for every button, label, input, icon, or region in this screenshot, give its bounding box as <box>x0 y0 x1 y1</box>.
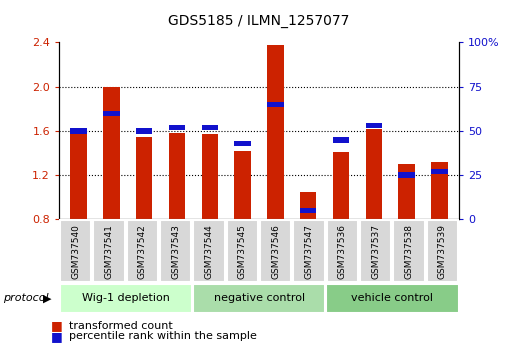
Bar <box>70 128 87 134</box>
Text: GSM737538: GSM737538 <box>405 224 413 279</box>
Bar <box>366 123 382 129</box>
Bar <box>300 192 317 219</box>
Text: GSM737540: GSM737540 <box>71 224 80 279</box>
Text: GSM737543: GSM737543 <box>171 224 180 279</box>
Text: GSM737546: GSM737546 <box>271 224 280 279</box>
Text: ■: ■ <box>51 319 63 332</box>
Bar <box>103 87 120 219</box>
Text: GDS5185 / ILMN_1257077: GDS5185 / ILMN_1257077 <box>168 14 350 28</box>
Text: ■: ■ <box>51 330 63 343</box>
Text: protocol: protocol <box>3 293 48 303</box>
Bar <box>366 129 382 219</box>
Bar <box>234 141 251 146</box>
Text: GSM737536: GSM737536 <box>338 224 347 279</box>
Text: GSM737541: GSM737541 <box>105 224 113 279</box>
Bar <box>431 169 448 175</box>
Bar <box>431 162 448 219</box>
Text: vehicle control: vehicle control <box>351 293 433 303</box>
Bar <box>136 128 152 134</box>
Bar <box>267 102 284 107</box>
Bar <box>103 110 120 116</box>
Text: GSM737542: GSM737542 <box>138 224 147 279</box>
Text: GSM737537: GSM737537 <box>371 224 380 279</box>
Text: ▶: ▶ <box>43 293 52 303</box>
Bar <box>136 137 152 219</box>
Text: Wig-1 depletion: Wig-1 depletion <box>82 293 170 303</box>
Text: percentile rank within the sample: percentile rank within the sample <box>69 331 257 341</box>
Bar <box>399 172 415 178</box>
Bar <box>333 152 349 219</box>
Bar <box>333 137 349 143</box>
Text: GSM737547: GSM737547 <box>305 224 313 279</box>
Text: GSM737539: GSM737539 <box>438 224 447 279</box>
Text: negative control: negative control <box>213 293 305 303</box>
Text: GSM737545: GSM737545 <box>238 224 247 279</box>
Bar <box>234 151 251 219</box>
Text: GSM737544: GSM737544 <box>205 224 213 279</box>
Bar <box>169 133 185 219</box>
Text: transformed count: transformed count <box>69 321 173 331</box>
Bar <box>267 45 284 219</box>
Bar <box>399 164 415 219</box>
Bar <box>169 125 185 130</box>
Bar <box>202 134 218 219</box>
Bar <box>70 134 87 219</box>
Bar <box>202 125 218 130</box>
Bar <box>300 208 317 213</box>
